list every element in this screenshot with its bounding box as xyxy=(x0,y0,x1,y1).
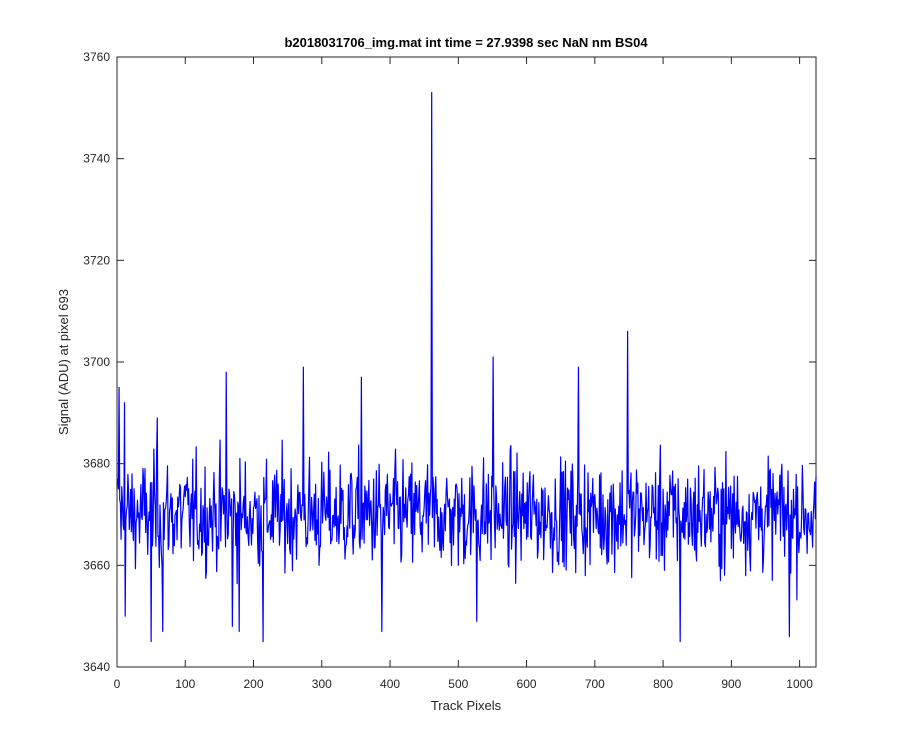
x-tick-label: 0 xyxy=(114,677,121,691)
plot-area-frame xyxy=(116,56,817,668)
y-axis-label: Signal (ADU) at pixel 693 xyxy=(56,289,71,435)
x-tick-label: 1000 xyxy=(786,677,813,691)
x-tick-label: 500 xyxy=(448,677,468,691)
y-tick-label: 3660 xyxy=(83,558,110,572)
x-tick-label: 200 xyxy=(244,677,264,691)
x-tick-label: 800 xyxy=(653,677,673,691)
y-tick-label: 3740 xyxy=(83,152,110,166)
y-tick-label: 3720 xyxy=(83,253,110,267)
signal-series-line xyxy=(117,91,817,643)
x-axis-label: Track Pixels xyxy=(431,698,502,713)
y-tick-label: 3680 xyxy=(83,457,110,471)
chart-title: b2018031706_img.mat int time = 27.9398 s… xyxy=(284,35,648,50)
y-tick-label: 3700 xyxy=(83,355,110,369)
x-tick-label: 400 xyxy=(380,677,400,691)
x-tick-label: 600 xyxy=(517,677,537,691)
x-tick-label: 700 xyxy=(585,677,605,691)
x-tick-label: 900 xyxy=(721,677,741,691)
x-tick-label: 300 xyxy=(312,677,332,691)
x-tick-label: 100 xyxy=(175,677,195,691)
y-tick-label: 3760 xyxy=(83,50,110,64)
y-tick-label: 3640 xyxy=(83,660,110,674)
